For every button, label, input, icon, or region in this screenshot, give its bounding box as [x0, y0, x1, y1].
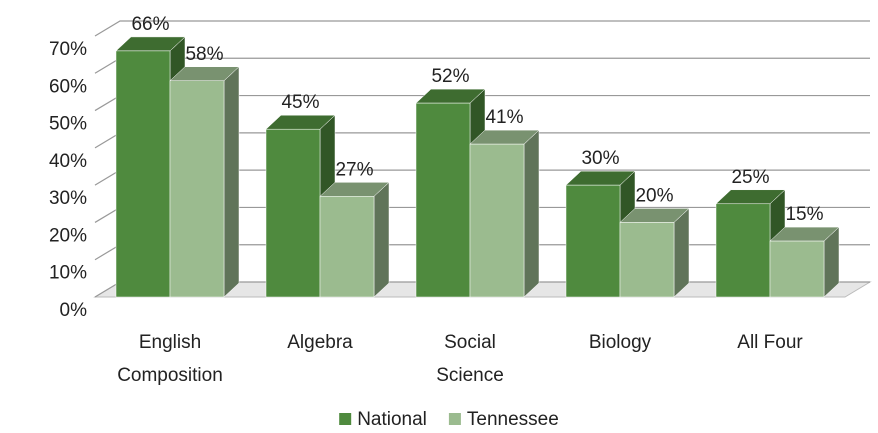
x-tick-label: Biology — [589, 332, 652, 353]
bar — [469, 143, 525, 298]
bar — [265, 128, 321, 298]
value-label: 58% — [185, 44, 223, 65]
value-label: 27% — [335, 159, 373, 180]
y-tick-label: 60% — [49, 76, 87, 97]
bar — [415, 102, 471, 298]
value-label: 52% — [431, 66, 469, 87]
grid-line — [94, 20, 870, 37]
legend-label: Tennessee — [467, 409, 559, 430]
bar — [715, 203, 771, 298]
bar-side — [523, 129, 540, 298]
y-tick-label: 10% — [49, 263, 87, 284]
legend: National Tennessee — [339, 409, 559, 430]
value-label: 66% — [131, 14, 169, 35]
x-tick-label: Social Science — [436, 332, 504, 386]
bar — [769, 240, 825, 298]
x-tick-label: Algebra — [287, 332, 353, 353]
bar — [619, 222, 675, 298]
legend-swatch — [339, 413, 352, 425]
value-label: 41% — [485, 107, 523, 128]
y-tick-label: 0% — [60, 300, 88, 321]
bar-side — [673, 207, 690, 298]
y-tick-label: 70% — [49, 39, 87, 60]
legend-label: National — [357, 409, 427, 430]
bar-side — [373, 181, 390, 298]
x-tick-label: All Four — [737, 332, 803, 353]
x-tick-label: English Composition — [117, 332, 223, 386]
value-label: 15% — [785, 204, 823, 225]
y-tick-label: 50% — [49, 114, 87, 135]
value-label: 45% — [281, 92, 319, 113]
value-label: 20% — [635, 185, 673, 206]
bar — [115, 50, 171, 298]
y-tick-label: 30% — [49, 188, 87, 209]
bar — [565, 184, 621, 298]
bar — [319, 196, 375, 298]
legend-swatch — [448, 413, 461, 425]
y-tick-label: 20% — [49, 225, 87, 246]
bar-side — [223, 66, 240, 298]
value-label: 30% — [581, 148, 619, 169]
bar — [169, 80, 225, 298]
y-tick-label: 40% — [49, 151, 87, 172]
value-label: 25% — [731, 167, 769, 188]
